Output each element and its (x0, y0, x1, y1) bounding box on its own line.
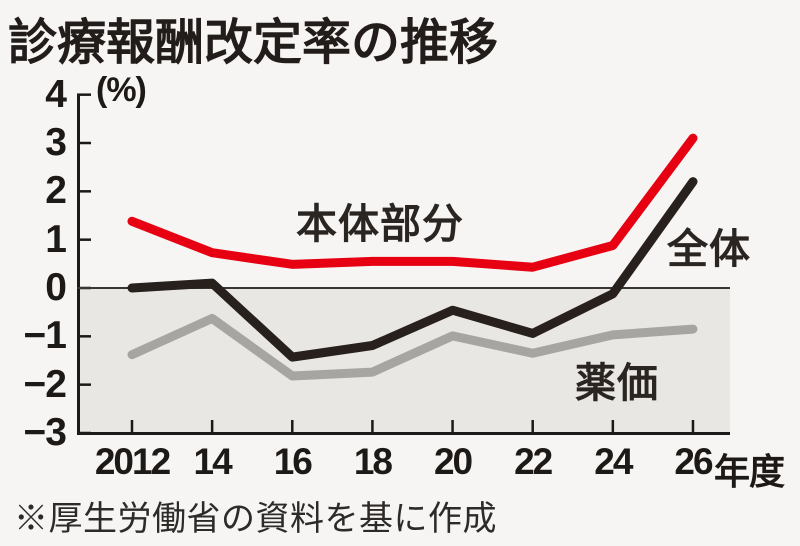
x-axis-suffix-label: 年度 (714, 451, 785, 492)
y-tick-label: 4 (45, 72, 67, 116)
x-tick-label: 16 (273, 441, 313, 482)
x-tick-label: 18 (353, 441, 393, 482)
x-tick-label: 22 (514, 441, 553, 482)
y-tick-label: −1 (23, 314, 67, 358)
series-line-overall (127, 177, 698, 362)
page-title: 診療報酬改定率の推移 (8, 16, 499, 70)
y-tick-label: 3 (45, 121, 67, 164)
series-line-main-portion (127, 133, 698, 272)
series-label-overall: 全体 (667, 226, 751, 272)
y-tick-label: −3 (23, 410, 67, 454)
x-tick-label: 14 (193, 441, 233, 482)
series-label-main-portion: 本体部分 (296, 201, 464, 247)
y-tick-label: −2 (23, 362, 67, 406)
x-tick-label: 24 (594, 441, 633, 482)
y-axis-unit-label: (%) (96, 71, 147, 109)
x-tick-label: 20 (433, 441, 473, 482)
x-tick-label: 2012 (94, 441, 171, 482)
series-label-drug-price: 薬価 (575, 360, 659, 406)
x-tick-label: 26 (674, 441, 713, 482)
y-tick-label: 1 (45, 217, 67, 261)
y-tick-label: 0 (45, 266, 67, 309)
source-note: ※厚生労働省の資料を基に作成 (14, 501, 497, 538)
y-tick-label: 2 (45, 169, 67, 213)
series-line-drug-price (127, 313, 698, 381)
